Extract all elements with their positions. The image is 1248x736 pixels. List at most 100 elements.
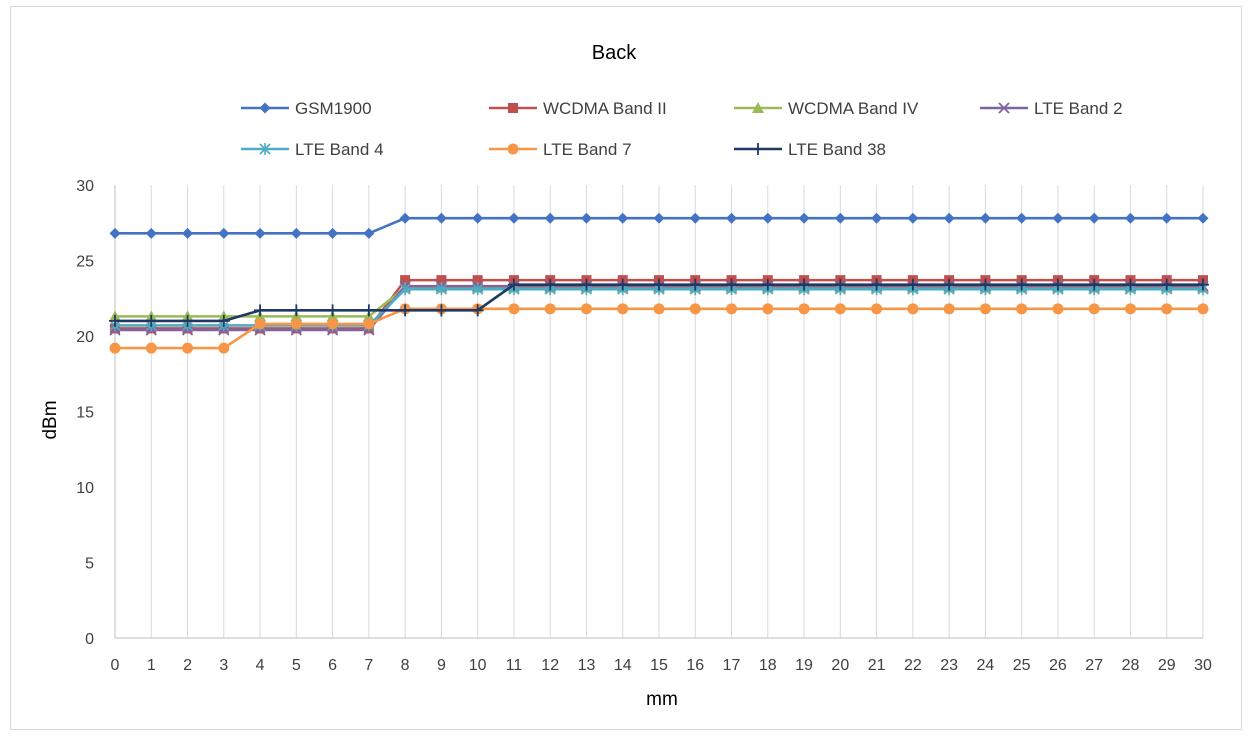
x-tick-label: 0 [111,657,120,674]
data-point [435,304,448,317]
data-point [871,212,883,224]
data-point [653,212,665,224]
x-tick-label: 8 [401,657,410,674]
legend-marker [508,103,518,113]
data-point [979,278,992,291]
x-tick-label: 18 [759,657,777,674]
y-tick-label: 10 [76,480,94,497]
series-gsm1900 [109,212,1209,239]
data-point [689,278,702,291]
data-point [363,318,375,330]
chart-frame [10,6,1242,730]
data-point [399,212,411,224]
data-point [1088,303,1100,315]
data-point [798,212,810,224]
data-point [617,212,629,224]
x-tick-label: 25 [1013,657,1031,674]
legend-marker [259,102,271,114]
data-point [653,303,665,315]
x-tick-label: 22 [904,657,922,674]
data-point [834,212,846,224]
data-point [689,303,701,315]
legend-label: WCDMA Band II [543,99,667,118]
data-point [580,278,593,291]
x-tick-label: 1 [147,657,156,674]
data-point [943,303,955,315]
data-point [508,212,520,224]
data-point [761,278,774,291]
data-point [1088,278,1101,291]
data-point [182,342,194,354]
data-point [508,303,520,315]
x-tick-label: 7 [364,657,373,674]
x-tick-label: 9 [437,657,446,674]
data-point [472,283,484,296]
data-point [1124,303,1136,315]
legend-label: GSM1900 [295,99,372,118]
data-point [218,227,230,239]
data-point [290,318,302,330]
data-point [544,212,556,224]
data-point [544,278,557,291]
plot-area [109,212,1209,354]
x-tick-label: 12 [541,657,559,674]
legend-item: LTE Band 38 [734,140,886,159]
y-tick-label: 25 [76,254,94,271]
data-point [435,212,447,224]
grid [114,185,1204,638]
data-point [1052,303,1064,315]
data-point [834,278,847,291]
data-point [1197,278,1209,291]
x-tick-label: 11 [506,657,523,674]
data-point [435,283,447,296]
x-tick-label: 20 [831,657,849,674]
data-point [616,278,629,291]
data-point [798,303,810,315]
legend-marker [752,143,764,155]
data-point [907,212,919,224]
legend-marker [998,102,1010,114]
legend-item: LTE Band 7 [489,140,632,159]
data-point [254,318,266,330]
y-tick-label: 0 [85,631,94,648]
y-axis-label: dBm [40,400,61,439]
x-tick-label: 30 [1194,657,1212,674]
legend-label: LTE Band 2 [1034,99,1123,118]
data-point [689,212,701,224]
chart-title: Back [592,42,637,64]
x-tick-label: 24 [977,657,995,674]
data-point [218,342,230,354]
data-point [327,227,339,239]
legend-label: WCDMA Band IV [788,99,919,118]
data-point [399,304,412,317]
data-point [1197,212,1209,224]
y-tick-label: 30 [76,178,94,195]
data-point [907,303,919,315]
legend-marker [752,102,764,113]
data-point [290,304,303,317]
data-point [726,212,738,224]
data-point [363,227,375,239]
x-tick-label: 4 [256,657,265,674]
data-point [400,275,411,286]
data-point [472,275,483,286]
data-point [327,318,339,330]
data-point [109,227,121,239]
data-point [181,314,194,327]
data-point [471,304,484,317]
data-point [762,303,774,315]
x-tick-label: 21 [868,657,886,674]
data-point [290,227,302,239]
data-point [326,304,339,317]
y-tick-label: 20 [76,329,94,346]
data-point [145,314,158,327]
x-tick-label: 23 [940,657,958,674]
data-point [109,314,121,327]
data-point [362,304,375,317]
data-point [145,227,157,239]
data-point [580,212,592,224]
data-point [798,278,811,291]
data-point [1088,212,1100,224]
data-point [145,342,157,354]
data-point [726,303,738,315]
